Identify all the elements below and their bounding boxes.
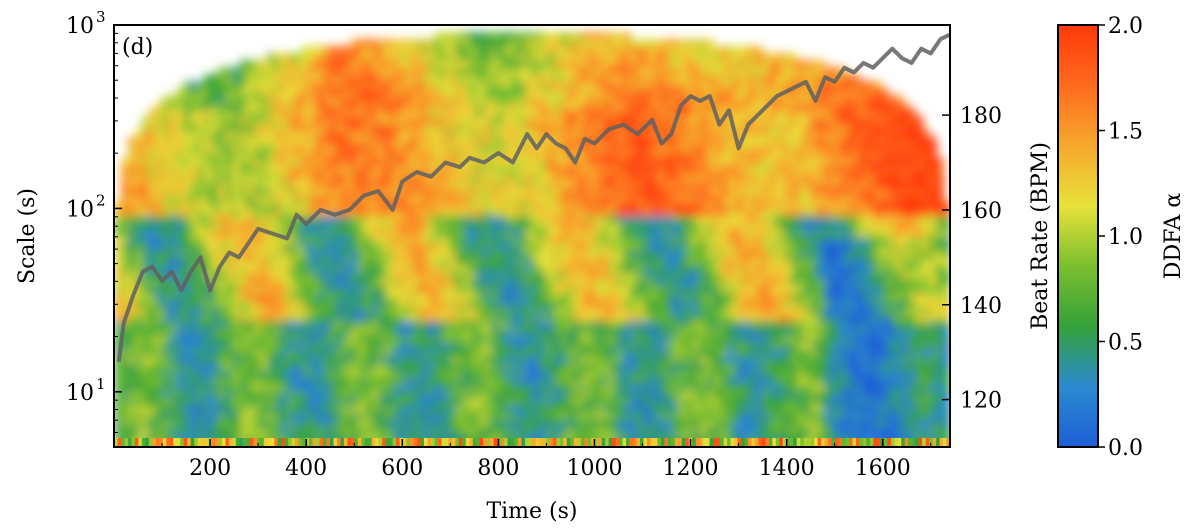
colorbar-ticks: 0.0 0.5 1.0 1.5 2.0 xyxy=(1098,14,1143,461)
plot-area: (d) xyxy=(113,24,951,448)
x-tick-label: 800 xyxy=(477,456,519,481)
colorbar: 0.0 0.5 1.0 1.5 2.0 DDFA α xyxy=(1057,14,1186,461)
x-tick-label: 400 xyxy=(285,456,327,481)
x-axis-label: Time (s) xyxy=(486,499,577,524)
colorbar-label: DDFA α xyxy=(1161,193,1186,280)
y2-tick-label: 120 xyxy=(960,389,1002,414)
y2-tick-label: 140 xyxy=(960,294,1002,319)
colorbar-tick-label: 0.5 xyxy=(1108,331,1143,356)
y-tick-label: 10 xyxy=(66,381,94,406)
x-tick-label: 200 xyxy=(189,456,231,481)
y-axis-label: Scale (s) xyxy=(15,188,40,284)
x-tick-label: 1600 xyxy=(855,456,911,481)
y2-axis: 120 140 160 180 xyxy=(942,104,1002,414)
y2-tick-label: 160 xyxy=(960,199,1002,224)
y-tick-label: 10 xyxy=(66,197,94,222)
heatmap-small-scale-band xyxy=(114,438,950,447)
x-tick-label: 1000 xyxy=(566,456,622,481)
y-tick-exponent: 1 xyxy=(96,375,106,393)
colorbar-tick-label: 2.0 xyxy=(1108,14,1143,39)
y2-tick-label: 180 xyxy=(960,104,1002,129)
panel-label: (d) xyxy=(122,35,153,60)
y-tick-exponent: 2 xyxy=(96,191,106,209)
x-tick-label: 1200 xyxy=(663,456,719,481)
beat-rate-line xyxy=(116,32,950,362)
colorbar-tick-label: 1.5 xyxy=(1108,120,1143,145)
x-tick-label: 1400 xyxy=(759,456,815,481)
y2-axis-label: Beat Rate (BPM) xyxy=(1028,142,1053,330)
colorbar-tick-label: 0.0 xyxy=(1108,436,1143,461)
x-axis: 200 400 600 800 1000 1200 1400 1600 xyxy=(161,439,932,481)
plot-frame xyxy=(113,24,951,448)
y-tick-exponent: 3 xyxy=(96,8,106,26)
y-tick-label: 10 xyxy=(66,14,94,39)
x-tick-label: 600 xyxy=(381,456,423,481)
colorbar-fill xyxy=(1057,24,1099,448)
heatmap-layer xyxy=(114,32,950,447)
colorbar-tick-label: 1.0 xyxy=(1108,225,1143,250)
